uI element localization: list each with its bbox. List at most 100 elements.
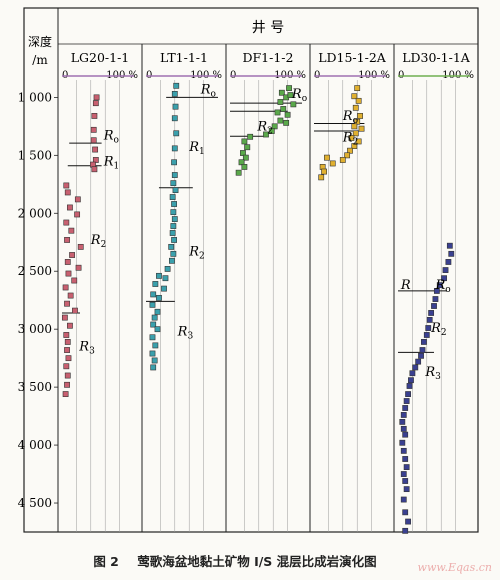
data-point — [408, 377, 414, 384]
data-point — [445, 259, 452, 265]
caption-text: 莺歌海盆地黏土矿物 I/S 混层比成岩演化图 — [137, 554, 377, 569]
depth-axis-label: 深度 — [28, 34, 52, 49]
data-point — [433, 288, 440, 294]
data-point — [432, 296, 439, 302]
data-point — [321, 168, 327, 175]
data-point — [442, 267, 449, 273]
data-point — [154, 326, 161, 333]
zone-label: R — [400, 278, 411, 293]
data-point — [402, 431, 409, 438]
y-tick-label: 2 000 — [18, 206, 52, 220]
zone-label-subscript: 2 — [267, 126, 273, 136]
data-point — [92, 100, 99, 107]
data-point — [400, 471, 407, 477]
data-point — [431, 303, 437, 309]
data-point — [161, 285, 167, 292]
data-point — [68, 227, 75, 234]
zone-label-subscript: o — [114, 136, 119, 146]
zone-label-subscript: o — [353, 116, 358, 126]
zone-label-subscript: 3 — [187, 331, 193, 341]
data-point — [171, 115, 178, 122]
watermark: www.Eqas.cn — [417, 561, 492, 574]
data-point — [63, 332, 70, 338]
data-point — [400, 447, 407, 454]
well-name-DF1-1-2: DF1-1-2 — [242, 50, 293, 65]
data-point — [63, 219, 70, 226]
zone-label: Ro — [342, 109, 358, 126]
data-point — [171, 145, 178, 152]
data-point — [355, 97, 362, 104]
zone-label-subscript: 1 — [199, 147, 205, 157]
data-point — [171, 172, 178, 178]
data-point — [64, 300, 70, 307]
y-tick-label: 2 500 — [18, 264, 52, 278]
data-point — [283, 119, 290, 126]
data-point — [400, 412, 407, 418]
data-point — [169, 194, 176, 200]
data-point — [171, 91, 178, 97]
data-point — [171, 159, 177, 166]
data-point — [263, 131, 269, 138]
data-point — [169, 230, 176, 236]
data-point — [152, 342, 159, 349]
zone-label-subscript: o — [445, 285, 450, 295]
data-point — [62, 391, 69, 397]
data-point — [151, 357, 158, 364]
well-name-LD30-1-1A: LD30-1-1A — [402, 50, 471, 65]
data-point — [149, 301, 156, 308]
data-point — [162, 275, 169, 282]
data-point — [170, 180, 177, 187]
data-point — [405, 391, 411, 397]
data-point — [168, 243, 175, 250]
data-point — [67, 292, 74, 299]
data-point — [402, 405, 409, 411]
data-point — [242, 154, 249, 161]
data-point — [446, 242, 453, 249]
data-point — [400, 496, 407, 503]
data-point — [64, 259, 71, 265]
data-point — [170, 223, 177, 229]
data-point — [92, 146, 99, 153]
zone-label: R3 — [78, 340, 95, 357]
zone-label: R1 — [188, 140, 205, 157]
data-point — [241, 164, 248, 170]
data-point — [403, 486, 410, 493]
data-point — [358, 125, 365, 132]
data-point — [277, 117, 284, 124]
data-point — [399, 439, 406, 446]
data-point — [63, 182, 70, 189]
data-point — [150, 291, 157, 298]
zone-label-subscript: o — [302, 94, 307, 104]
data-point — [421, 339, 427, 345]
data-point — [423, 332, 430, 338]
zone-label-subscript: 2 — [101, 240, 107, 250]
data-point — [274, 109, 281, 116]
data-point — [64, 381, 70, 388]
data-point — [441, 275, 447, 282]
data-point — [152, 281, 159, 287]
data-point — [65, 270, 72, 277]
y-tick-label: 4 000 — [18, 438, 52, 452]
data-point — [173, 82, 180, 89]
data-point — [90, 126, 97, 133]
data-point — [65, 355, 72, 362]
data-point — [170, 209, 177, 216]
zone-label: Ro — [103, 129, 119, 146]
data-point — [64, 372, 71, 379]
zone-label-subscript: 3 — [89, 347, 95, 357]
data-point — [318, 174, 325, 181]
data-point — [64, 347, 70, 353]
data-point — [151, 314, 158, 321]
data-point — [339, 157, 346, 163]
data-point — [156, 272, 162, 279]
data-point — [247, 133, 254, 140]
data-point — [403, 398, 410, 404]
data-point — [354, 85, 361, 92]
data-point — [71, 277, 78, 284]
data-point — [172, 187, 179, 194]
zone-label: R2 — [430, 321, 447, 338]
depth-axis-unit: /m — [32, 53, 48, 67]
data-point — [436, 282, 443, 289]
data-point — [402, 527, 409, 534]
data-point — [244, 144, 251, 151]
